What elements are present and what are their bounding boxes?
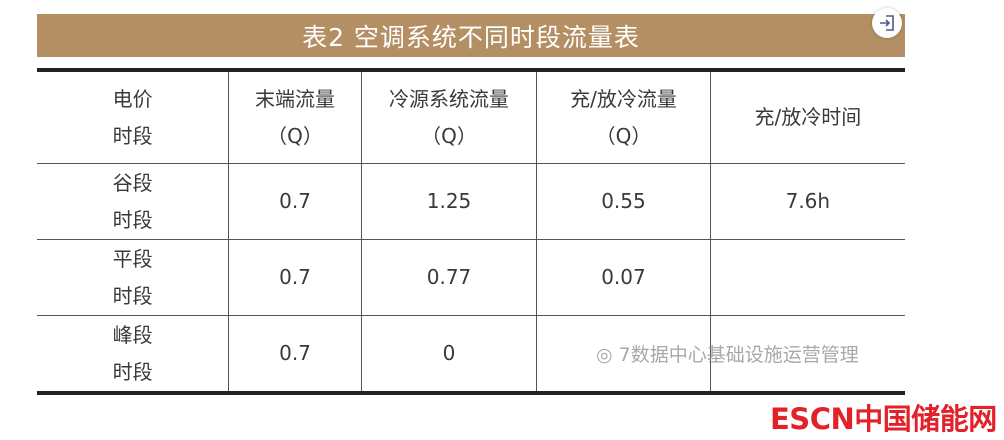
table-row: 峰段时段 0.7 0 (37, 315, 905, 393)
watermark: ◎ 7数据中心基础设施运营管理 (596, 340, 859, 367)
cell-period: 峰段 时段 (37, 315, 229, 393)
header-source-flow: 冷源系统流量 （Q） (360, 70, 537, 164)
cell-text: 峰段 (112, 322, 153, 347)
table-title-banner: 表2 空调系统不同时段流量表 (37, 14, 905, 57)
header-text: 冷源系统流量 (389, 86, 510, 111)
header-text: （Q） (267, 123, 323, 148)
cell-text: 时段 (112, 359, 153, 384)
cell-charge: 0.55 (536, 163, 711, 240)
header-text: 充/放冷流量 (570, 86, 677, 111)
escn-logo: ESCN中国储能网 (770, 402, 997, 436)
cell-charge: 0.07 (536, 239, 711, 316)
header-text: 时段 (112, 123, 153, 148)
exit-to-box-icon (880, 15, 894, 31)
cell-text: 时段 (112, 283, 153, 308)
cell-time (709, 239, 905, 316)
cell-time (709, 315, 905, 393)
cell-charge (536, 315, 711, 393)
table-header-row: 电价时段 末端流量 （Q） 冷源系统流量 （Q） 充/放冷流量 （Q） 充/放冷时间 (37, 70, 905, 164)
header-text: 充/放冷时间 (754, 105, 862, 129)
cell-text: 谷段 (112, 170, 153, 195)
cell-text: 平段 (112, 246, 153, 271)
cell-text: 时段 (112, 207, 153, 232)
cell-terminal: 0.7 (228, 315, 362, 393)
wechat-icon: ◎ (596, 344, 613, 366)
cell-terminal: 0.7 (228, 163, 362, 240)
cell-source: 0.77 (360, 239, 537, 316)
flow-table: 电价 时段 末端流量 （Q） 冷源系统流量 （Q） 充/放冷流量 （Q） 充/放冷时间 … (37, 68, 905, 395)
header-text: （Q） (421, 123, 477, 148)
header-charge-flow: 充/放冷流量 （Q） (536, 70, 711, 164)
watermark-text: 7数据中心基础设施运营管理 (618, 344, 859, 366)
table-row: 平段时段 0.7 0.77 0.07 (37, 239, 905, 316)
header-text: 末端流量 (255, 86, 335, 111)
expand-button[interactable] (872, 8, 902, 38)
cell-source: 1.25 (360, 163, 537, 240)
cell-period: 谷段 时段 (37, 163, 229, 240)
cell-time: 7.6h (709, 163, 905, 240)
cell-period: 平段 时段 (37, 239, 229, 316)
header-terminal-flow: 末端流量 （Q） (228, 70, 362, 164)
table-row: 谷段时段 0.7 1.25 0.55 7.6h (37, 163, 905, 240)
header-charge-time: 充/放冷时间 (709, 70, 905, 164)
cell-source: 0 (360, 315, 537, 393)
cell-terminal: 0.7 (228, 239, 362, 316)
header-text: 电价 (112, 86, 153, 111)
table-title: 表2 空调系统不同时段流量表 (302, 22, 640, 52)
header-text: （Q） (595, 123, 652, 148)
header-period: 电价 时段 (37, 70, 229, 164)
